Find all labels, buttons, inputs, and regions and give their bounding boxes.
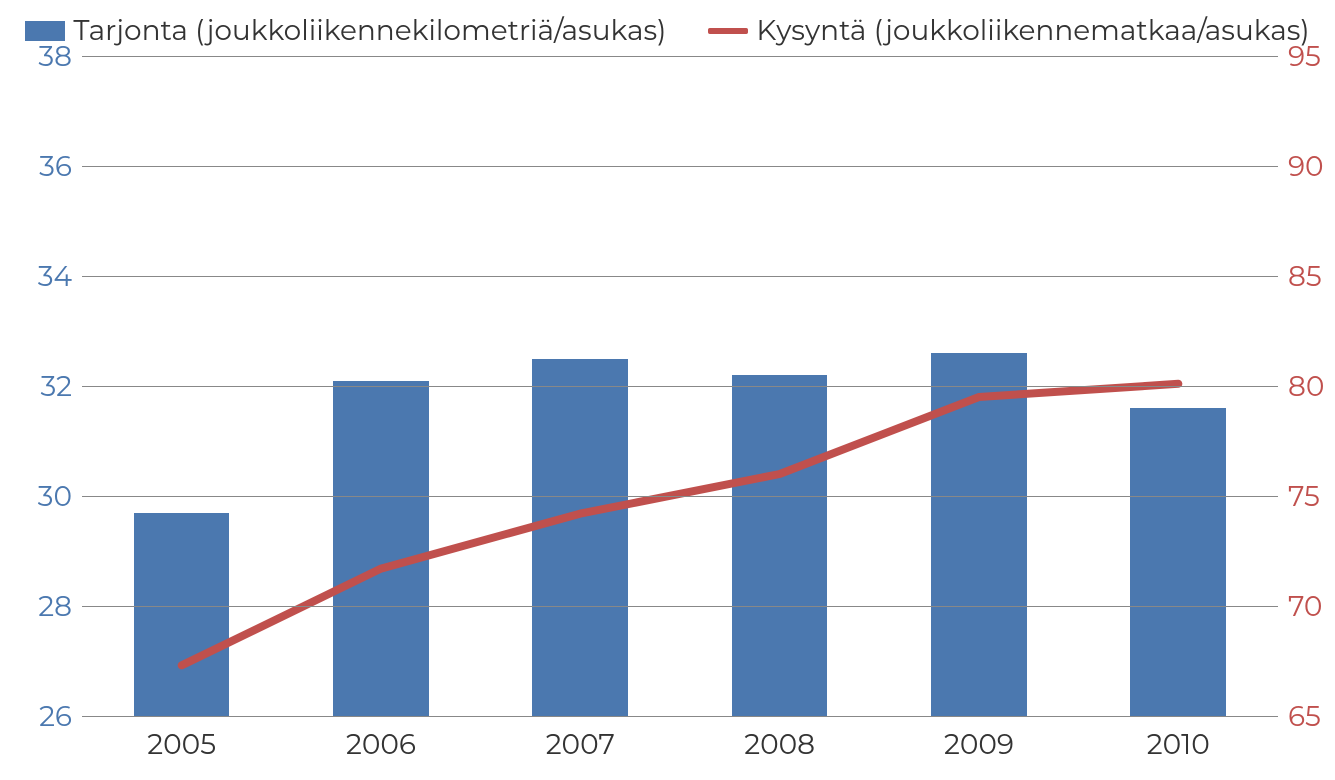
x-tick-label: 2006 xyxy=(281,728,480,762)
x-tick-label: 2005 xyxy=(82,728,281,762)
grid-line xyxy=(82,716,1278,717)
y-left-tick-label: 28 xyxy=(38,590,72,624)
y-left-tick-label: 34 xyxy=(38,260,72,294)
legend-item-line: Kysyntä (joukkoliikennematkaa/asukas) xyxy=(708,14,1309,48)
y-right-tick-label: 90 xyxy=(1288,150,1324,184)
grid-line xyxy=(82,166,1278,167)
line-polyline xyxy=(182,384,1179,666)
grid-line xyxy=(82,496,1278,497)
x-tick-label: 2009 xyxy=(879,728,1078,762)
y-left-tick-label: 32 xyxy=(40,370,72,404)
x-tick-label: 2008 xyxy=(680,728,879,762)
grid-line xyxy=(82,276,1278,277)
y-left-tick-label: 26 xyxy=(39,700,72,734)
y-right-tick-label: 95 xyxy=(1288,40,1321,74)
x-tick-label: 2010 xyxy=(1079,728,1278,762)
y-right-tick-label: 65 xyxy=(1288,700,1321,734)
legend: Tarjonta (joukkoliikennekilometriä/asuka… xyxy=(0,14,1335,48)
legend-swatch-line xyxy=(708,28,748,34)
y-right-tick-label: 75 xyxy=(1288,480,1320,514)
plot-area xyxy=(82,56,1278,716)
y-right-tick-label: 70 xyxy=(1288,590,1322,624)
grid-line xyxy=(82,386,1278,387)
legend-label-bar: Tarjonta (joukkoliikennekilometriä/asuka… xyxy=(73,14,666,48)
chart: Tarjonta (joukkoliikennekilometriä/asuka… xyxy=(0,0,1335,780)
grid-line xyxy=(82,56,1278,57)
y-right-tick-label: 85 xyxy=(1288,260,1322,294)
legend-label-line: Kysyntä (joukkoliikennematkaa/asukas) xyxy=(756,14,1309,48)
y-left-tick-label: 30 xyxy=(38,480,72,514)
grid-line xyxy=(82,606,1278,607)
legend-swatch-bar xyxy=(25,21,65,41)
y-right-tick-label: 80 xyxy=(1288,370,1324,404)
legend-item-bar: Tarjonta (joukkoliikennekilometriä/asuka… xyxy=(25,14,666,48)
y-left-tick-label: 36 xyxy=(39,150,72,184)
x-tick-label: 2007 xyxy=(481,728,680,762)
y-left-tick-label: 38 xyxy=(38,40,72,74)
